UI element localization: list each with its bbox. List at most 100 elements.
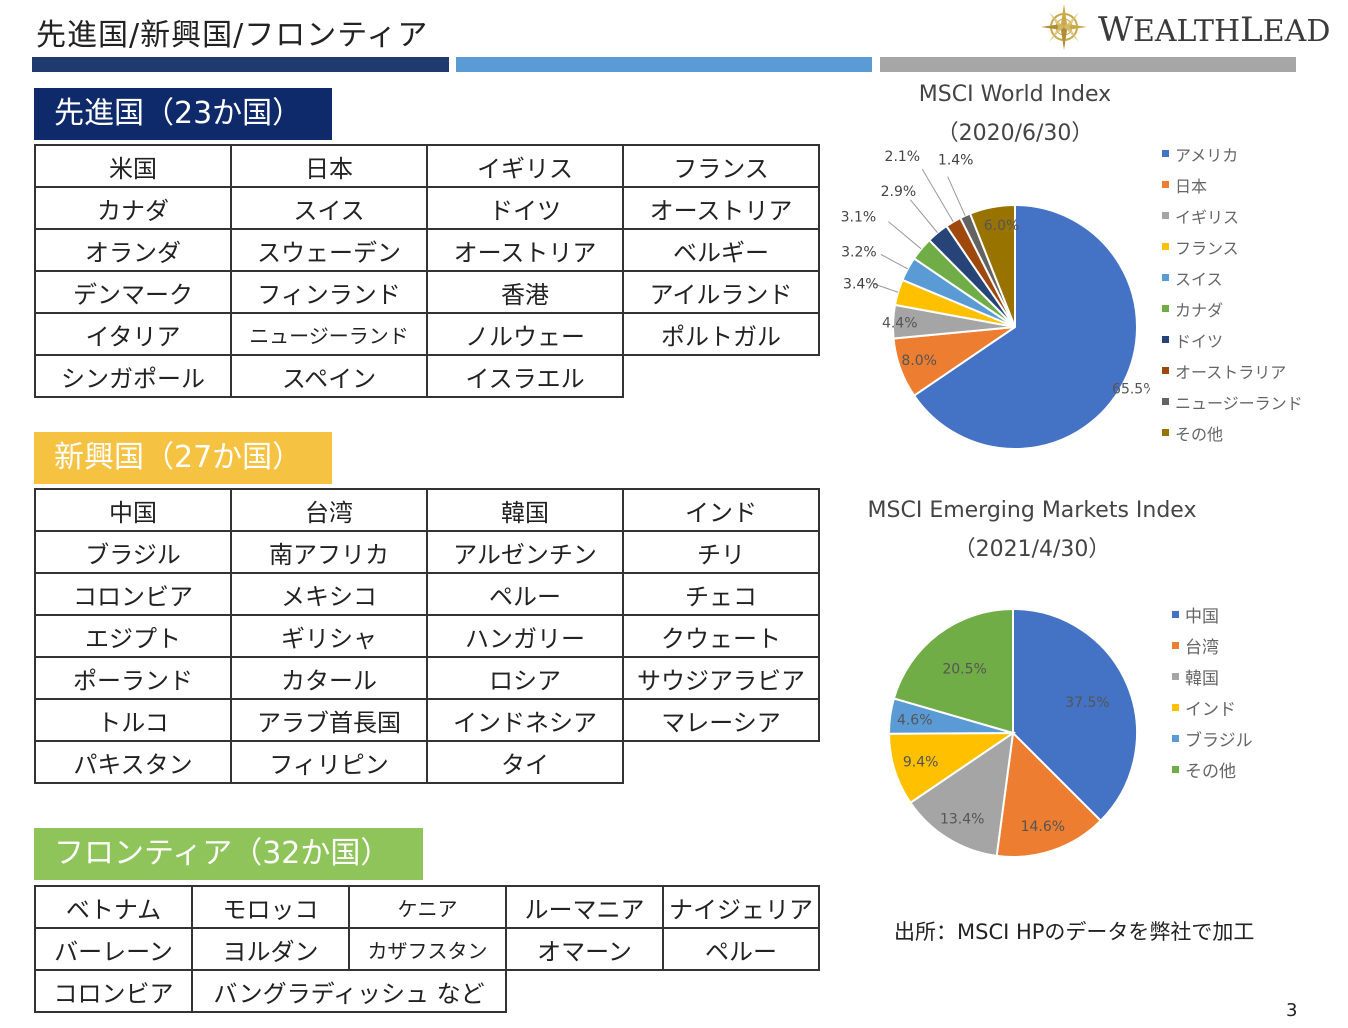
- country-cell: オーストリア: [622, 186, 820, 230]
- world-pie-chart: 65.5% 8.0% 4.4% 3.4% 3.2% 3.1%2.9% 2.1% 1.4% 6.0…: [841, 150, 1150, 450]
- pie-data-label: 8.0%: [901, 353, 937, 369]
- em-chart-title-text: MSCI Emerging Markets Index: [867, 498, 1197, 523]
- table-row: 中国 台湾 韓国 インド: [34, 488, 820, 532]
- legend-swatch: [1172, 642, 1179, 649]
- legend-label: その他: [1175, 424, 1224, 444]
- country-cell: アルゼンチン: [426, 530, 624, 574]
- frontier-heading: フロンティア（32か国）: [34, 828, 423, 880]
- country-cell: インドネシア: [426, 698, 624, 742]
- legend-label: オーストラリア: [1175, 362, 1287, 382]
- country-cell: シンガポール: [34, 354, 232, 398]
- table-row: トルコ アラブ首長国 インドネシア マレーシア: [34, 698, 820, 742]
- pie-slice: [892, 607, 1014, 735]
- pie-data-label: 4.6%: [897, 712, 933, 728]
- country-cell: パキスタン: [34, 740, 232, 784]
- country-cell: 韓国: [426, 488, 624, 532]
- pie-slice: [995, 730, 1103, 858]
- header-bar-gray: [880, 57, 1296, 72]
- country-cell: イタリア: [34, 312, 232, 356]
- developed-countries-table: 米国 日本 イギリス フランス カナダ スイス ドイツ オーストリア オランダ スウェーデン オース…: [34, 144, 820, 398]
- pie-data-label: 3.4%: [843, 277, 879, 293]
- legend-item: その他: [1172, 754, 1253, 785]
- frontier-countries-table: ベトナム モロッコ ケニア ルーマニア ナイジェリア バーレーン ヨルダン カザフスタン オマー…: [34, 885, 820, 1013]
- country-cell: 南アフリカ: [230, 530, 428, 574]
- country-cell: マレーシア: [622, 698, 820, 742]
- source-note: 出所：MSCI HPのデータを弊社で加工: [894, 920, 1255, 944]
- country-cell: ケニア: [348, 885, 507, 929]
- table-row: パキスタン フィリピン タイ: [34, 740, 819, 784]
- em-pie-chart: 37.5% 14.6% 13.4% 9.4% 4.6% 20.5%: [887, 607, 1138, 858]
- country-cell: メキシコ: [230, 572, 428, 616]
- legend-item: その他: [1162, 417, 1303, 448]
- pie-slice: [909, 730, 1015, 858]
- table-row: ポーランド カタール ロシア サウジアラビア: [34, 656, 820, 700]
- country-cell: ベトナム: [34, 885, 193, 929]
- legend-item: アメリカ: [1162, 138, 1303, 169]
- legend-item: ニュージーランド: [1162, 386, 1303, 417]
- country-cell: エジプト: [34, 614, 232, 658]
- country-cell: ブラジル: [34, 530, 232, 574]
- pie-data-label: 2.9%: [881, 184, 917, 200]
- legend-swatch: [1172, 766, 1179, 773]
- country-cell: カナダ: [34, 186, 232, 230]
- pie-data-label: 3.1%: [841, 210, 877, 226]
- emerging-heading: 新興国（27か国）: [34, 432, 332, 484]
- country-cell: オマーン: [505, 927, 664, 971]
- legend-swatch: [1162, 181, 1169, 188]
- legend-item: 日本: [1162, 169, 1303, 200]
- pie-data-label: 13.4%: [940, 811, 984, 827]
- legend-label: その他: [1185, 762, 1236, 782]
- table-row: デンマーク フィンランド 香港 アイルランド: [34, 270, 820, 314]
- legend-label: 台湾: [1185, 638, 1219, 658]
- country-cell: ノルウェー: [426, 312, 624, 356]
- country-cell: コロンビア: [34, 572, 232, 616]
- header-bar-blue: [456, 57, 872, 72]
- country-cell: タイ: [426, 740, 624, 784]
- legend-item: 韓国: [1172, 661, 1253, 692]
- country-cell: ロシア: [426, 656, 624, 700]
- legend-swatch: [1172, 673, 1179, 680]
- country-cell: デンマーク: [34, 270, 232, 314]
- table-row: ベトナム モロッコ ケニア ルーマニア ナイジェリア: [34, 885, 820, 929]
- legend-swatch: [1162, 305, 1169, 312]
- country-cell: スウェーデン: [230, 228, 428, 272]
- pie-data-label: 3.2%: [841, 244, 877, 260]
- country-cell: フィンランド: [230, 270, 428, 314]
- legend-label: アメリカ: [1175, 145, 1239, 165]
- leader-line: [888, 221, 922, 250]
- pie-slice: [1012, 607, 1138, 823]
- em-chart-subtitle: （2021/4/30）: [953, 537, 1111, 562]
- legend-item: ブラジル: [1172, 723, 1253, 754]
- logo-wordmark: WEALTHLEAD: [1098, 10, 1331, 50]
- country-cell: バングラディッシュ など: [191, 969, 507, 1013]
- leader-line: [872, 283, 899, 293]
- legend-swatch: [1162, 243, 1169, 250]
- country-cell: コロンビア: [34, 969, 193, 1013]
- header-bar-navy: [32, 57, 449, 72]
- legend-item: フランス: [1162, 231, 1303, 262]
- table-row: 米国 日本 イギリス フランス: [34, 144, 820, 188]
- legend-swatch: [1172, 611, 1179, 618]
- legend-label: 韓国: [1185, 669, 1219, 689]
- country-cell: 米国: [34, 144, 232, 188]
- country-cell: アイルランド: [622, 270, 820, 314]
- country-cell: ギリシャ: [230, 614, 428, 658]
- country-cell: カザフスタン: [348, 927, 507, 971]
- leader-line: [880, 253, 908, 270]
- country-cell: ヨルダン: [191, 927, 350, 971]
- legend-label: インド: [1185, 700, 1236, 720]
- country-cell: 日本: [230, 144, 428, 188]
- country-cell: ナイジェリア: [662, 885, 820, 929]
- country-cell: スペイン: [230, 354, 428, 398]
- country-cell: ポーランド: [34, 656, 232, 700]
- country-cell: フィリピン: [230, 740, 428, 784]
- country-cell: ドイツ: [426, 186, 624, 230]
- pie-data-label: 20.5%: [942, 662, 986, 678]
- country-cell: 香港: [426, 270, 624, 314]
- table-row: エジプト ギリシャ ハンガリー クウェート: [34, 614, 820, 658]
- country-cell: オーストリア: [426, 228, 624, 272]
- developed-heading: 先進国（23か国）: [34, 88, 332, 140]
- legend-swatch: [1162, 274, 1169, 281]
- legend-item: カナダ: [1162, 293, 1303, 324]
- country-cell: スイス: [230, 186, 428, 230]
